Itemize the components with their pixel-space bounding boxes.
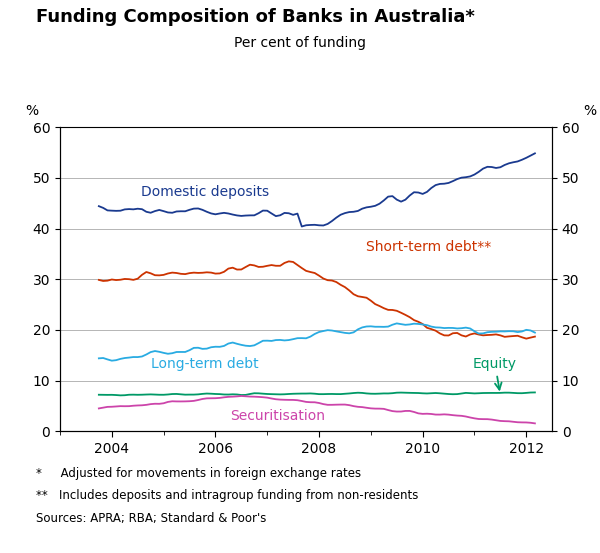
Text: %: %	[583, 104, 596, 118]
Text: Funding Composition of Banks in Australia*: Funding Composition of Banks in Australi…	[36, 8, 475, 27]
Text: Domestic deposits: Domestic deposits	[141, 185, 269, 199]
Text: **   Includes deposits and intragroup funding from non-residents: ** Includes deposits and intragroup fund…	[36, 489, 418, 503]
Text: Securitisation: Securitisation	[230, 409, 325, 423]
Text: Short-term debt**: Short-term debt**	[365, 241, 491, 254]
Text: %: %	[26, 104, 38, 118]
Text: *     Adjusted for movements in foreign exchange rates: * Adjusted for movements in foreign exch…	[36, 467, 361, 481]
Text: Long-term debt: Long-term debt	[151, 357, 259, 371]
Text: Per cent of funding: Per cent of funding	[234, 36, 366, 50]
Text: Equity: Equity	[473, 357, 517, 390]
Text: Sources: APRA; RBA; Standard & Poor's: Sources: APRA; RBA; Standard & Poor's	[36, 512, 266, 525]
